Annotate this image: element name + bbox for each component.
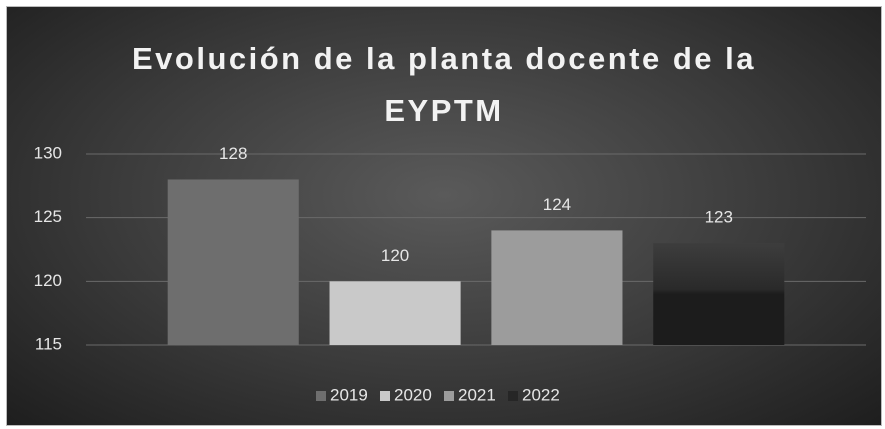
bar <box>329 281 461 345</box>
legend-swatch <box>380 391 390 401</box>
legend-swatch <box>316 391 326 401</box>
y-tick-label: 125 <box>34 207 62 226</box>
legend-label: 2019 <box>330 385 368 404</box>
bar <box>167 179 299 345</box>
y-tick-label: 130 <box>34 143 62 162</box>
chart: 115 120 125 130 128 120 124 123 2019 2020 2021 2022 <box>34 143 866 404</box>
legend-label: 2020 <box>394 385 432 404</box>
legend-label: 2021 <box>458 385 496 404</box>
bar <box>491 230 623 345</box>
y-tick-label: 120 <box>34 271 62 290</box>
data-label: 124 <box>543 195 571 214</box>
data-label: 128 <box>219 144 247 163</box>
chart-area: 115 120 125 130 128 120 124 123 2019 2020 2021 2022… <box>6 6 882 426</box>
y-tick-label: 115 <box>35 334 62 353</box>
chart-title: Evolución de la planta docente de la EYP… <box>131 41 756 128</box>
legend-swatch <box>444 391 454 401</box>
bar <box>653 243 785 345</box>
data-label: 123 <box>705 208 733 227</box>
legend-swatch <box>508 391 518 401</box>
legend-label: 2022 <box>522 385 560 404</box>
data-label: 120 <box>381 246 409 265</box>
